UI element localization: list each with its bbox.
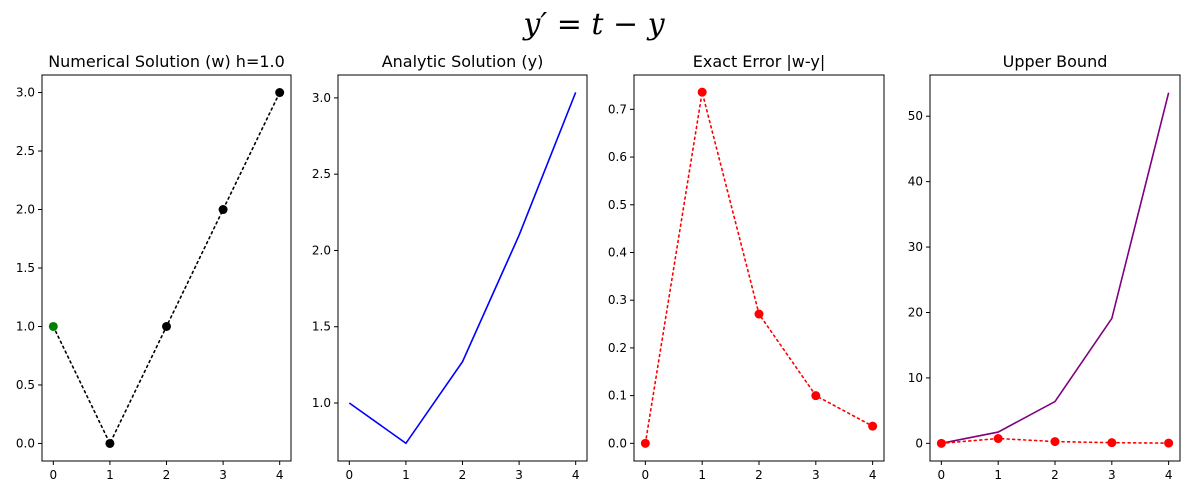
x-tick-label: 4 (1165, 468, 1173, 482)
x-tick-label: 4 (869, 468, 877, 482)
y-tick-label: 0.5 (16, 378, 35, 392)
axes-2: Analytic Solution (y) 0 1 2 3 4 1.0 1.5 2.0 2.5 3.… (312, 52, 588, 482)
data-point (640, 438, 650, 448)
data-point (868, 421, 878, 431)
x-tick-label: 2 (163, 468, 171, 482)
y-tick-label: 0.0 (16, 436, 35, 450)
y-tick-label: 3.0 (16, 86, 35, 100)
x-tick-label: 1 (402, 468, 410, 482)
axes-frame (633, 74, 885, 462)
y-tick-label: 0.2 (608, 341, 627, 355)
y-tick-label: 1.5 (16, 261, 35, 275)
x-tick-label: 2 (755, 468, 763, 482)
x-tick-label: 1 (106, 468, 114, 482)
x-tick-label: 4 (572, 468, 580, 482)
data-point (1107, 438, 1117, 448)
data-point (1164, 438, 1174, 448)
axes-3: Exact Error |w-y| 0 1 2 3 4 0.0 0.1 0.2 0.3 0.4 0.5… (608, 52, 885, 482)
x-tick-label: 3 (1108, 468, 1116, 482)
data-point (162, 321, 171, 331)
axes-title: Upper Bound (1003, 52, 1108, 71)
y-tick-label: 0.4 (608, 245, 627, 259)
y-tick-label: 40 (908, 175, 923, 189)
y-tick-label: 0.5 (608, 198, 627, 212)
y-tick-label: 1.0 (16, 319, 35, 333)
data-point (48, 321, 58, 331)
y-tick-label: 0.1 (608, 389, 627, 403)
y-tick-label: 1.5 (312, 320, 331, 334)
axes-frame (929, 74, 1181, 462)
y-tick-label: 30 (908, 240, 923, 254)
axes-frame (41, 74, 292, 462)
data-point (936, 438, 946, 448)
y-tick-label: 0.3 (608, 293, 627, 307)
y-tick-label: 2.0 (16, 203, 35, 217)
y-tick-label: 0.6 (608, 150, 627, 164)
x-tick-label: 2 (459, 468, 467, 482)
y-tick-label: 20 (908, 305, 923, 319)
x-tick-label: 4 (276, 468, 284, 482)
series-line-2 (940, 437, 1170, 445)
y-tick-label: 0.7 (608, 102, 627, 116)
data-point (275, 88, 285, 98)
x-tick-label: 0 (49, 468, 57, 482)
data-point (105, 438, 115, 448)
y-tick-label: 2.0 (312, 243, 331, 257)
series-line-1 (941, 92, 1170, 445)
y-tick-label: 50 (908, 109, 923, 123)
axes-container: Numerical Solution (w) h=1.0 0 1 2 3 4 0.0 0.5 1… (16, 52, 1181, 482)
y-tick-label: 0 (915, 436, 923, 450)
series-line-1 (644, 91, 874, 445)
x-tick-label: 3 (812, 468, 820, 482)
x-tick-label: 2 (1051, 468, 1059, 482)
series-line-1 (52, 91, 281, 446)
y-tick-label: 2.5 (16, 144, 35, 158)
y-tick-label: 2.5 (312, 167, 331, 181)
y-tick-label: 10 (908, 371, 923, 385)
axes-title: Analytic Solution (y) (382, 52, 544, 71)
axes-title: Exact Error |w-y| (693, 52, 825, 71)
x-tick-label: 0 (938, 468, 946, 482)
x-tick-label: 3 (515, 468, 523, 482)
x-tick-label: 0 (345, 468, 353, 482)
axes-frame (337, 74, 588, 462)
x-tick-label: 3 (219, 468, 227, 482)
figure-suptitle: y′ = t − y (521, 7, 665, 42)
y-tick-label: 1.0 (312, 396, 331, 410)
axes-1: Numerical Solution (w) h=1.0 0 1 2 3 4 0.0 0.5 1… (16, 52, 292, 482)
axes-title: Numerical Solution (w) h=1.0 (48, 52, 285, 71)
series-line-1 (348, 92, 577, 445)
x-tick-label: 0 (642, 468, 650, 482)
data-point (811, 391, 821, 401)
data-point (218, 205, 228, 215)
data-point (993, 434, 1003, 444)
x-tick-label: 1 (994, 468, 1002, 482)
data-point (754, 309, 764, 319)
data-point (1050, 437, 1060, 447)
y-tick-label: 3.0 (312, 91, 331, 105)
y-tick-label: 0.0 (608, 436, 627, 450)
x-tick-label: 1 (698, 468, 706, 482)
data-point (697, 87, 707, 97)
